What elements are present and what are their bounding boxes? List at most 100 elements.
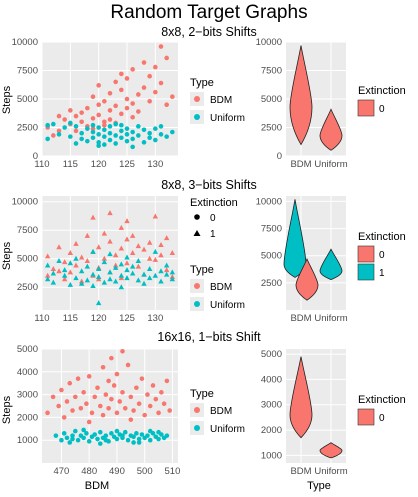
x-tick-label: 120 <box>91 159 107 170</box>
data-point-uniform <box>81 427 86 433</box>
legend-item-uniform: Uniform <box>210 113 245 124</box>
data-point-uniform <box>50 270 57 276</box>
y-tick-label: 10000 <box>256 37 282 48</box>
data-point-bdm <box>164 102 169 107</box>
data-point-bdm <box>107 117 113 122</box>
data-point-uniform <box>124 254 130 260</box>
data-point-uniform <box>163 262 170 268</box>
data-point-uniform <box>97 429 103 435</box>
x-tick-label: BDM <box>290 159 311 170</box>
data-point-bdm <box>147 73 152 79</box>
legend-extinction-item-0: 0 <box>379 413 385 424</box>
x-tick-label: Uniform <box>314 313 347 324</box>
data-point-bdm <box>107 210 113 216</box>
legend-shape-item-0: 0 <box>210 213 216 224</box>
y-tick-label: 5000 <box>261 251 282 262</box>
data-point-bdm <box>141 246 147 252</box>
data-point-uniform <box>70 433 75 438</box>
data-point-uniform <box>103 437 109 443</box>
data-point-bdm <box>158 80 164 86</box>
data-point-uniform <box>113 141 118 146</box>
panel-3: 2500 5000 7500 10000 110 115 120 125 130 <box>12 196 178 324</box>
x-tick-label: 125 <box>119 313 135 324</box>
data-point-bdm <box>136 401 142 407</box>
data-point-uniform <box>152 248 159 254</box>
data-point-uniform <box>163 271 170 277</box>
data-point-bdm <box>73 240 79 246</box>
data-point-bdm <box>129 232 136 238</box>
legend-extinction-2: Extinction 0 1 <box>357 231 406 281</box>
data-point-bdm <box>107 108 113 113</box>
data-point-uniform <box>135 257 142 263</box>
legend-key-extinction-0 <box>357 245 375 263</box>
data-point-uniform <box>119 122 124 128</box>
data-point-uniform <box>125 437 131 443</box>
data-point-uniform <box>90 271 96 277</box>
data-point-uniform <box>112 278 119 284</box>
data-point-bdm <box>141 60 147 65</box>
data-point-uniform <box>118 272 125 278</box>
data-point-bdm <box>163 235 170 241</box>
data-point-bdm <box>56 268 62 274</box>
legend-key-extinction-0 <box>357 99 375 117</box>
data-point-bdm <box>124 260 130 266</box>
legend-key-extinction-0 <box>357 408 375 426</box>
data-point-uniform <box>136 440 142 445</box>
data-point-bdm <box>106 378 111 384</box>
data-point-uniform <box>73 141 79 146</box>
x-tick-label: 500 <box>137 466 153 477</box>
data-point-bdm <box>45 410 50 416</box>
data-point-bdm <box>100 364 106 370</box>
data-point-uniform <box>136 133 141 138</box>
data-point-uniform <box>61 272 68 278</box>
x-tick-label: 130 <box>147 313 163 324</box>
data-point-bdm <box>118 245 125 251</box>
data-point-bdm <box>106 405 111 411</box>
data-point-bdm <box>79 110 84 115</box>
data-point-uniform <box>45 122 50 128</box>
x-tick-label: 510 <box>165 466 181 477</box>
data-point-bdm <box>145 392 150 397</box>
data-point-uniform <box>102 127 107 133</box>
data-point-bdm <box>97 403 103 409</box>
panel-5: 1000 2000 3000 4000 5000 470 480 490 500 510 <box>17 344 181 477</box>
data-point-bdm <box>73 394 78 400</box>
data-point-bdm <box>56 113 62 119</box>
data-point-bdm <box>101 230 108 236</box>
data-point-bdm <box>114 371 120 377</box>
data-point-bdm <box>128 417 134 422</box>
data-point-uniform <box>107 269 113 275</box>
panel-1: 0 2500 5000 7500 10000 110 115 120 125 130 <box>12 37 178 170</box>
y-tick-label: 7500 <box>17 66 38 77</box>
data-point-uniform <box>44 262 51 268</box>
data-point-bdm <box>141 85 147 90</box>
data-point-uniform <box>85 126 90 131</box>
data-point-bdm <box>147 403 153 409</box>
panel-2-ylabel: Steps <box>1 241 13 270</box>
data-point-bdm <box>124 105 130 111</box>
y-tick-label: 3000 <box>261 400 282 411</box>
data-point-uniform <box>62 125 67 130</box>
data-point-bdm <box>146 255 153 261</box>
data-point-bdm <box>86 374 92 379</box>
data-point-bdm <box>136 92 141 97</box>
data-point-uniform <box>73 275 79 281</box>
data-point-uniform <box>44 276 51 282</box>
data-point-uniform <box>78 268 85 274</box>
data-point-uniform <box>136 124 141 129</box>
data-point-bdm <box>109 396 114 402</box>
data-point-uniform <box>156 436 161 442</box>
violin-uniform <box>319 442 343 459</box>
data-point-bdm <box>90 214 96 220</box>
legend-key-circle <box>194 214 200 220</box>
data-point-bdm <box>51 133 56 138</box>
data-point-uniform <box>90 135 96 141</box>
data-point-bdm <box>135 243 142 249</box>
data-point-bdm <box>117 399 123 404</box>
x-tick-label: 490 <box>109 466 125 477</box>
legend-item-bdm: BDM <box>210 282 232 293</box>
data-point-bdm <box>128 394 134 400</box>
y-tick-label: 5000 <box>261 94 282 105</box>
legend-key-bdm <box>194 407 200 413</box>
y-tick-label: 2500 <box>261 278 282 289</box>
